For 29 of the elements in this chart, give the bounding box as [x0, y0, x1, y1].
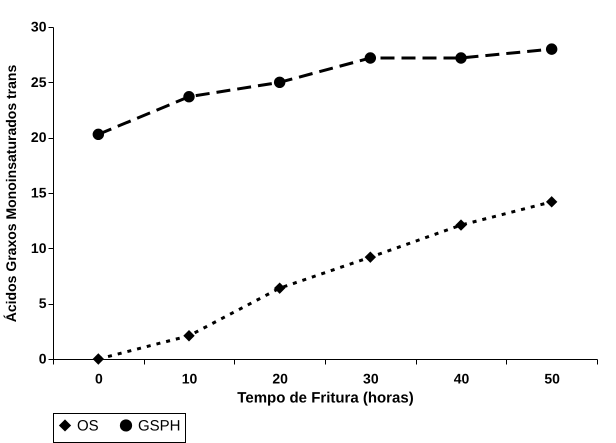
- point: [92, 128, 104, 140]
- y-tick-label: 5: [38, 295, 47, 312]
- y-tick-label: 20: [30, 129, 47, 146]
- point: [92, 353, 104, 365]
- x-tick-label: 50: [544, 370, 560, 386]
- point: [274, 76, 286, 88]
- x-tick-label: 40: [454, 370, 470, 386]
- y-tick-label: 30: [30, 18, 47, 34]
- y-tick-label: 10: [30, 240, 47, 256]
- x-tick-label: 10: [182, 370, 198, 386]
- point: [455, 52, 467, 64]
- legend-label: GSPH: [138, 417, 181, 434]
- y-tick-label: 25: [30, 74, 47, 90]
- y-tick-label: 0: [38, 350, 47, 366]
- point: [546, 43, 558, 55]
- point: [274, 282, 286, 294]
- point: [183, 330, 195, 342]
- y-axis-title: Ácidos Graxos Monoinsaturados trans: [2, 64, 19, 322]
- x-tick-label: 0: [94, 370, 103, 386]
- point: [183, 91, 195, 102]
- y-tick-label: 15: [30, 184, 47, 200]
- x-axis-title: Tempo de Fritura (horas): [237, 390, 414, 406]
- point: [364, 251, 376, 263]
- x-tick-label: 30: [363, 370, 379, 386]
- legend-label: OS: [77, 417, 99, 434]
- point: [364, 52, 376, 64]
- point: [455, 219, 467, 231]
- x-tick-label: 20: [272, 370, 288, 386]
- point: [546, 196, 558, 208]
